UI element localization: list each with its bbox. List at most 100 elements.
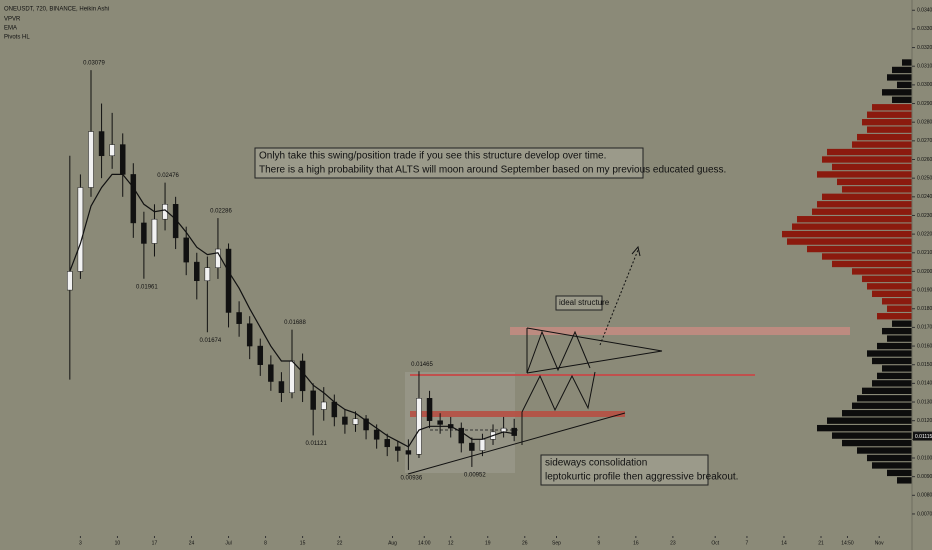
candle-body — [310, 390, 316, 410]
volume-bar — [872, 104, 912, 111]
candle-body — [320, 401, 327, 410]
candle-body — [268, 364, 274, 382]
x-tick-label: Aug — [388, 540, 397, 546]
x-tick-label: 8 — [264, 540, 267, 546]
candle-body — [236, 312, 242, 324]
volume-bar — [857, 133, 912, 141]
x-tick-label: Jul — [225, 540, 231, 546]
x-tick-label: 9 — [597, 540, 600, 546]
volume-bar — [852, 141, 912, 148]
candle-body — [458, 427, 465, 444]
pivot-label: 0.01961 — [136, 284, 158, 290]
x-tick-label: 23 — [670, 540, 676, 546]
volume-bar — [842, 410, 912, 417]
volume-bar — [832, 432, 912, 439]
volume-bar — [872, 462, 912, 469]
candle-body — [141, 222, 147, 244]
candle-body — [194, 261, 200, 282]
volume-bar — [812, 208, 912, 215]
candle-body — [299, 360, 306, 392]
volume-bar — [832, 163, 912, 171]
candle-body — [342, 416, 348, 425]
volume-bar — [827, 148, 912, 156]
volume-bar — [897, 477, 912, 484]
candle-body — [109, 144, 115, 157]
x-tick-label: 12 — [448, 540, 454, 546]
candle-body — [363, 418, 369, 431]
indicator: Pivots HL — [4, 35, 30, 41]
candle-body — [172, 204, 179, 239]
note-box — [254, 147, 644, 179]
candle-body — [215, 248, 221, 268]
symbol-title: ONEUSDT, 720, BINANCE, Heikin Ashi — [4, 7, 109, 13]
volume-bar — [862, 387, 912, 395]
volume-bar — [817, 201, 912, 208]
volume-bar — [817, 171, 912, 178]
range-box — [405, 372, 515, 473]
volume-bar — [827, 417, 912, 424]
volume-bar — [797, 216, 912, 223]
candle-body — [289, 360, 295, 393]
volume-bar — [857, 395, 912, 402]
pivot-label: 0.01688 — [284, 320, 306, 326]
price-badge-label: 0.01115 — [915, 434, 932, 440]
x-tick-label: Nov — [875, 540, 884, 546]
candle-body — [352, 418, 359, 425]
price-badge — [913, 432, 932, 441]
x-tick-label: 10 — [115, 540, 121, 546]
candle-body — [511, 427, 517, 436]
candle-body — [77, 187, 84, 272]
x-tick-label: 14 — [781, 540, 787, 546]
volume-bar — [842, 186, 912, 193]
volume-bar — [892, 96, 912, 103]
pivot-label: 0.00952 — [464, 473, 486, 479]
x-tick-label: 24 — [189, 540, 195, 546]
x-tick-label: 26 — [522, 540, 528, 546]
support-zone — [410, 411, 625, 417]
candle-body — [395, 446, 401, 451]
candle-body — [257, 345, 264, 365]
volume-bar — [867, 111, 912, 118]
pivot-label: 0.00936 — [401, 476, 423, 482]
volume-bar — [887, 305, 912, 312]
volume-bar — [867, 350, 912, 357]
candle-body — [151, 218, 158, 244]
volume-bar — [822, 156, 912, 163]
volume-bar — [837, 178, 912, 186]
volume-bar — [822, 193, 912, 200]
volume-bar — [887, 469, 912, 477]
candle-body — [98, 131, 105, 157]
candle-body — [204, 267, 211, 282]
volume-bar — [787, 238, 912, 245]
pivot-label: 0.03079 — [83, 61, 105, 67]
candle-body — [130, 174, 137, 224]
candle-body — [426, 398, 433, 421]
candle-body — [469, 442, 475, 451]
volume-bar — [902, 59, 912, 66]
x-tick-label: 7 — [746, 540, 749, 546]
x-tick-label: 14:50 — [841, 540, 854, 546]
volume-bar — [877, 342, 912, 350]
x-tick-label: 16 — [633, 540, 639, 546]
pivot-label: 0.01674 — [200, 338, 222, 344]
volume-bar — [892, 320, 912, 327]
volume-bar — [862, 119, 912, 126]
volume-bar — [792, 223, 912, 230]
x-tick-label: 19 — [485, 540, 491, 546]
candle-body — [405, 450, 412, 455]
volume-bar — [867, 283, 912, 290]
